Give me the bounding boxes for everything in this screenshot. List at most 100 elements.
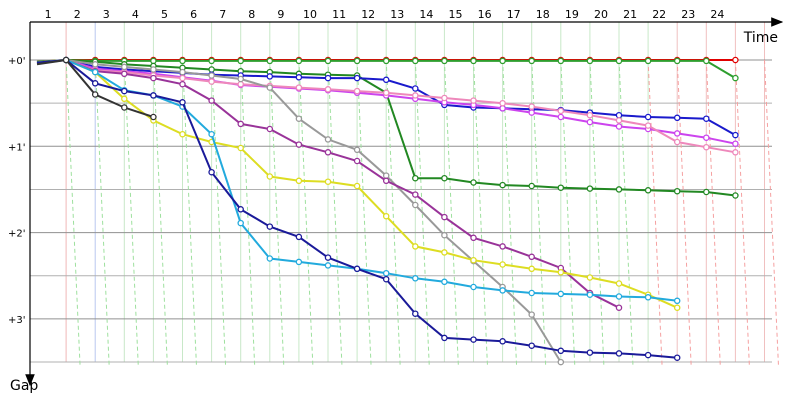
data-point [208, 130, 215, 138]
x-tick-label: 17 [507, 8, 521, 21]
data-point [528, 311, 535, 318]
data-point [703, 134, 710, 141]
data-point [91, 80, 99, 87]
data-point [528, 182, 535, 190]
data-point [470, 234, 477, 242]
data-point [644, 351, 652, 359]
data-point [732, 140, 739, 147]
data-point [208, 97, 215, 104]
data-point [586, 111, 594, 119]
data-point [91, 91, 99, 98]
x-tick-label: 7 [219, 8, 226, 21]
series-group [36, 56, 739, 366]
data-point [470, 283, 477, 291]
data-point [150, 92, 157, 99]
lap-diagonal [473, 59, 488, 367]
data-point [266, 173, 274, 180]
y-tick-label: +3' [8, 315, 26, 326]
lap-diagonal [764, 59, 779, 367]
series-12 [36, 56, 157, 121]
x-tick-label: 13 [390, 8, 404, 21]
data-point [121, 70, 128, 78]
lap-diagonal [269, 59, 285, 367]
data-point [295, 177, 303, 185]
data-point [528, 109, 535, 116]
data-point [150, 66, 157, 73]
data-point [353, 74, 361, 82]
lap-diagonal [152, 59, 168, 367]
lap-diagonal [676, 59, 692, 367]
lap-diagonal [647, 59, 663, 367]
data-point [324, 149, 332, 156]
lap-diagonal [327, 59, 343, 367]
x-tick-label: 20 [594, 8, 608, 21]
lap-diagonal [94, 59, 110, 367]
data-point [644, 57, 652, 65]
data-point [382, 57, 390, 65]
data-point [266, 125, 274, 133]
data-point [208, 66, 215, 73]
data-point [644, 113, 652, 121]
data-point [412, 310, 419, 317]
x-tick-label: 2 [74, 8, 81, 21]
data-point [412, 85, 419, 92]
lap-diagonal [443, 59, 459, 367]
data-point [499, 261, 506, 268]
data-point [499, 243, 506, 250]
x-tick-label: 4 [132, 8, 139, 21]
data-point [441, 57, 448, 65]
data-point [208, 57, 215, 65]
data-point [324, 74, 332, 82]
x-tick-label: 21 [623, 8, 637, 21]
data-point [295, 57, 303, 65]
data-point [121, 95, 128, 103]
data-point [528, 253, 535, 261]
data-point [382, 269, 390, 277]
data-point [208, 168, 215, 176]
data-point [441, 174, 448, 182]
data-point [237, 120, 244, 128]
data-point [353, 146, 361, 154]
data-point [324, 254, 332, 261]
data-point [295, 74, 303, 81]
x-tick-label: 8 [248, 8, 255, 21]
data-point [412, 275, 419, 282]
data-point [499, 287, 506, 294]
data-point [615, 350, 623, 357]
data-point [470, 336, 477, 343]
lap-diagonal [589, 59, 605, 367]
data-point [91, 68, 99, 76]
data-point [673, 297, 681, 305]
data-point [586, 349, 594, 356]
x-tick-label: 10 [303, 8, 317, 21]
data-point [121, 104, 128, 111]
data-point [412, 92, 419, 99]
x-tick-label: 12 [361, 8, 375, 21]
x-tick-label: 1 [45, 8, 52, 21]
data-point [470, 256, 477, 264]
lap-diagonal [414, 59, 430, 367]
data-point [615, 293, 623, 300]
data-point [179, 57, 186, 65]
x-tick-label: 18 [536, 8, 550, 21]
data-point [557, 184, 565, 191]
data-point [586, 291, 594, 298]
data-point [703, 57, 710, 65]
x-tick-label: 22 [652, 8, 666, 21]
data-point [295, 115, 303, 122]
data-point [441, 213, 448, 221]
data-point [644, 122, 652, 129]
y-tick-label: +2' [8, 229, 26, 240]
axes [25, 17, 784, 387]
x-tick-label: 9 [277, 8, 284, 21]
data-point [615, 57, 623, 65]
data-point [91, 61, 99, 68]
data-point [237, 206, 244, 213]
data-point [412, 174, 419, 182]
x-axis-title: Time [743, 30, 778, 46]
x-tick-label: 5 [161, 8, 168, 21]
labels: 1 2 3 4 5 6 7 8 9 10 11 12 13 14 15 16 17 18 19 20 21 22 23 24+… [8, 8, 778, 394]
data-point [528, 103, 535, 110]
data-point [528, 289, 535, 297]
data-point [557, 57, 565, 65]
